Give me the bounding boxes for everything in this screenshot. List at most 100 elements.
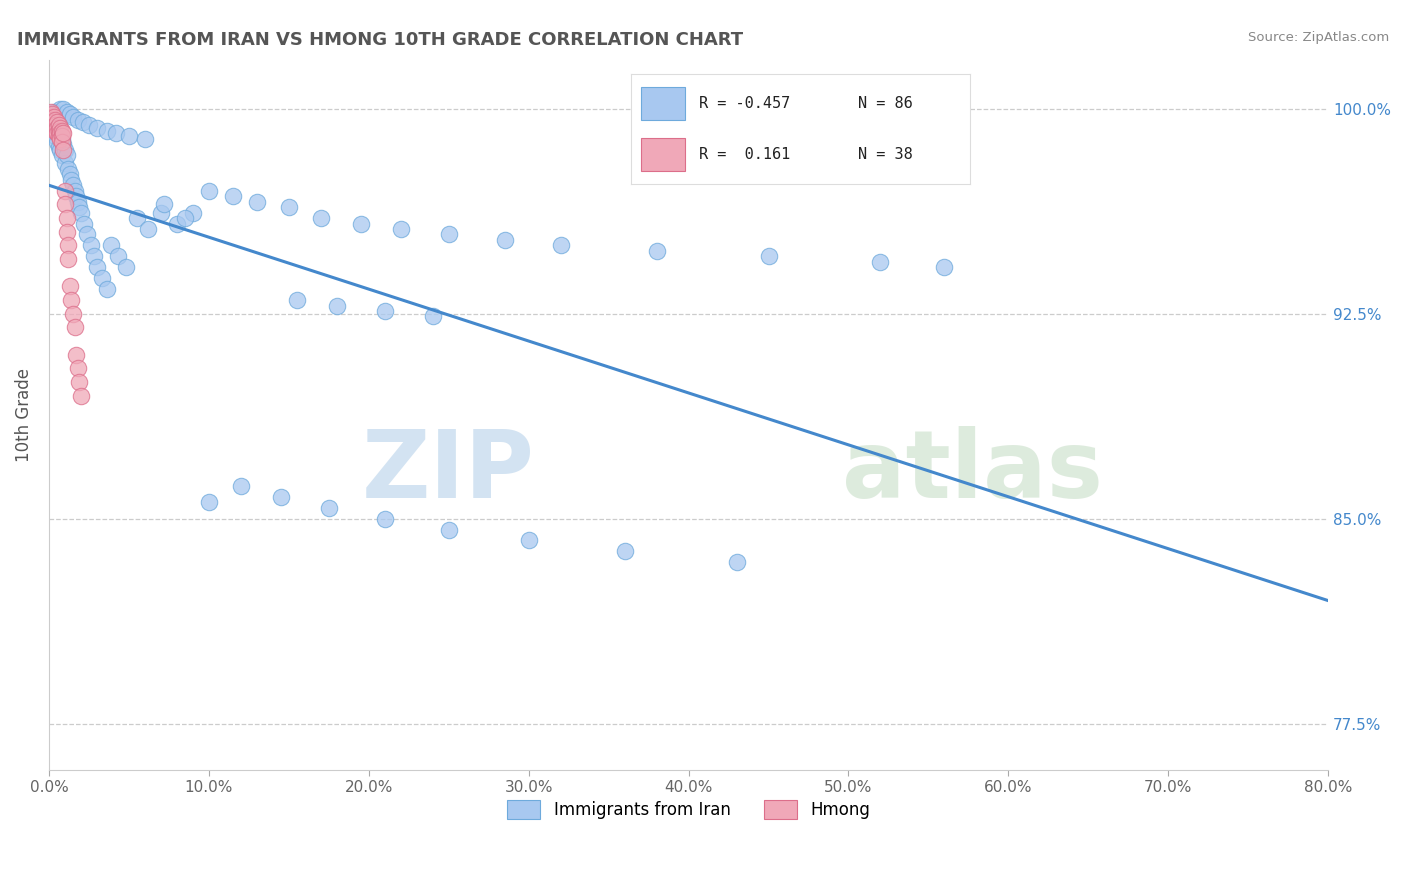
Point	[62, 178, 84, 193]
Point	[66, 112, 89, 127]
Point	[42, 120, 65, 135]
Point	[41, 112, 63, 127]
Point	[44, 112, 66, 127]
Point	[51, 148, 73, 162]
Point	[55, 104, 77, 119]
Point	[52, 143, 75, 157]
Point	[70, 389, 93, 403]
Point	[153, 197, 176, 211]
Point	[149, 205, 172, 219]
Point	[41, 107, 63, 121]
Point	[181, 205, 204, 219]
Point	[83, 249, 105, 263]
Point	[49, 132, 72, 146]
Point	[86, 260, 108, 275]
Point	[46, 115, 69, 129]
Point	[52, 102, 75, 116]
Point	[48, 129, 70, 144]
Point	[374, 511, 396, 525]
Point	[285, 293, 308, 307]
Point	[48, 123, 70, 137]
Point	[76, 227, 98, 242]
Point	[198, 184, 221, 198]
Point	[67, 375, 90, 389]
Point	[67, 200, 90, 214]
Point	[49, 102, 72, 116]
Point	[42, 110, 65, 124]
Point	[49, 120, 72, 135]
Point	[134, 132, 156, 146]
Point	[41, 112, 63, 127]
Point	[758, 249, 780, 263]
Point	[229, 479, 252, 493]
Point	[56, 252, 79, 266]
Point	[63, 320, 86, 334]
Point	[42, 123, 65, 137]
Point	[44, 129, 66, 144]
Point	[39, 107, 62, 121]
Point	[48, 140, 70, 154]
Point	[60, 293, 83, 307]
Point	[72, 115, 94, 129]
Point	[550, 238, 572, 252]
Point	[51, 123, 73, 137]
Point	[934, 260, 956, 275]
Point	[389, 222, 412, 236]
Point	[96, 123, 118, 137]
Point	[56, 238, 79, 252]
Point	[350, 217, 373, 231]
Point	[222, 189, 245, 203]
Point	[65, 348, 87, 362]
Text: IMMIGRANTS FROM IRAN VS HMONG 10TH GRADE CORRELATION CHART: IMMIGRANTS FROM IRAN VS HMONG 10TH GRADE…	[17, 31, 742, 49]
Point	[46, 135, 69, 149]
Point	[77, 118, 100, 132]
Point	[39, 110, 62, 124]
Point	[270, 490, 292, 504]
Point	[869, 254, 891, 268]
Point	[66, 361, 89, 376]
Point	[105, 127, 128, 141]
Point	[277, 200, 299, 214]
Point	[65, 189, 87, 203]
Point	[136, 222, 159, 236]
Point	[42, 104, 65, 119]
Point	[59, 107, 82, 121]
Point	[60, 173, 83, 187]
Point	[645, 244, 668, 258]
Point	[55, 148, 77, 162]
Point	[53, 184, 76, 198]
Point	[125, 211, 148, 225]
Point	[79, 238, 101, 252]
Point	[52, 137, 75, 152]
Text: atlas: atlas	[842, 425, 1104, 517]
Point	[46, 115, 69, 129]
Point	[90, 271, 112, 285]
Point	[309, 211, 332, 225]
Point	[107, 249, 129, 263]
Point	[51, 135, 73, 149]
Point	[56, 161, 79, 176]
Point	[59, 167, 82, 181]
Point	[326, 298, 349, 312]
Point	[494, 233, 516, 247]
Point	[46, 127, 69, 141]
Point	[59, 279, 82, 293]
Point	[49, 127, 72, 141]
Point	[46, 120, 69, 135]
Point	[318, 500, 340, 515]
Text: Source: ZipAtlas.com: Source: ZipAtlas.com	[1249, 31, 1389, 45]
Point	[49, 143, 72, 157]
Point	[437, 227, 460, 242]
Point	[51, 129, 73, 144]
Point	[55, 225, 77, 239]
Point	[517, 533, 540, 548]
Point	[73, 217, 96, 231]
Point	[374, 304, 396, 318]
Point	[49, 127, 72, 141]
Point	[55, 211, 77, 225]
Point	[62, 110, 84, 124]
Point	[66, 194, 89, 209]
Text: ZIP: ZIP	[363, 425, 536, 517]
Point	[114, 260, 136, 275]
Point	[100, 238, 122, 252]
